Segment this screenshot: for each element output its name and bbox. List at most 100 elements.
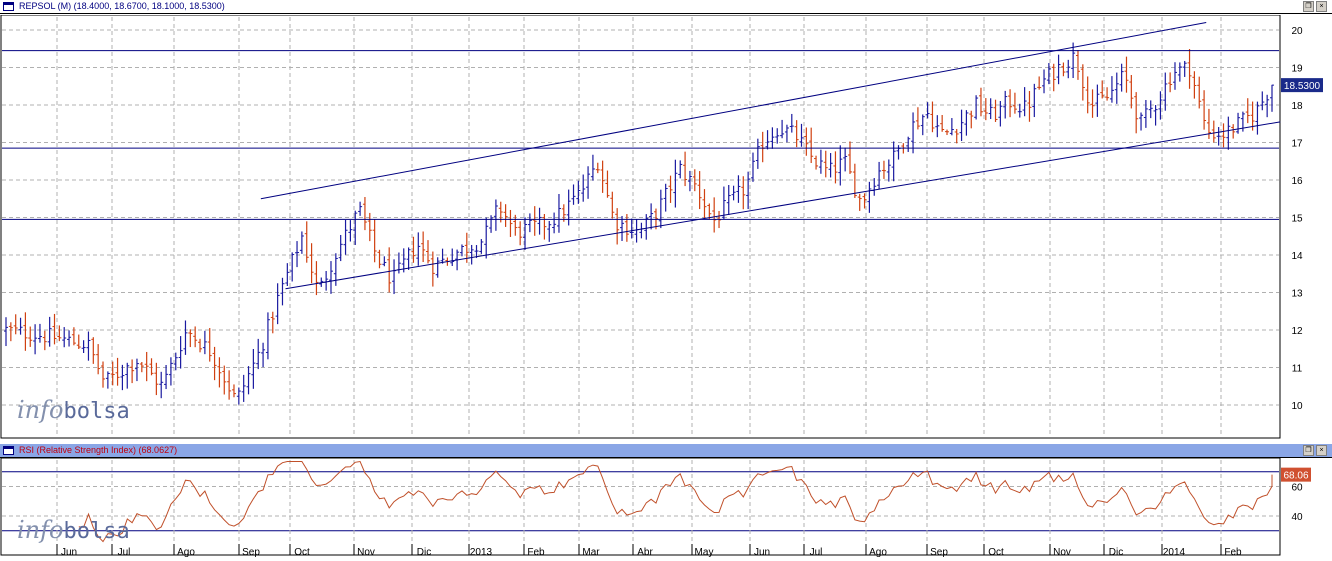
price-bar	[1109, 76, 1114, 103]
price-bar	[571, 184, 576, 205]
price-bar	[964, 110, 969, 136]
price-bar	[1095, 84, 1100, 117]
price-bar	[1114, 72, 1119, 104]
price-bar	[212, 346, 217, 381]
price-bar	[120, 364, 125, 391]
price-bar	[372, 219, 377, 263]
price-bar	[105, 371, 110, 389]
infobolsa-watermark: infobolsa	[17, 516, 130, 544]
restore-icon[interactable]: ❐	[1303, 445, 1314, 456]
price-bar	[586, 166, 591, 199]
x-axis-label: Abr	[637, 547, 653, 558]
price-y-tick: 12	[1291, 326, 1303, 337]
price-bar	[130, 359, 135, 384]
price-bar	[755, 138, 760, 169]
price-bar	[4, 317, 8, 347]
x-axis-label: Sep	[930, 547, 948, 558]
price-bar	[1124, 56, 1129, 93]
price-bar	[736, 175, 741, 203]
price-bar	[484, 217, 489, 259]
price-bar	[1168, 72, 1173, 93]
price-bar	[552, 212, 557, 234]
close-icon[interactable]: ×	[1316, 1, 1327, 12]
price-bar	[978, 87, 983, 117]
rsi-panel: RSI (Relative Strength Index) (68.0627) …	[0, 444, 1332, 561]
price-y-tick: 18	[1291, 101, 1303, 112]
price-bar	[144, 351, 149, 382]
price-bar	[969, 110, 974, 129]
price-bar	[217, 357, 222, 388]
price-bar	[110, 361, 115, 386]
price-bar	[959, 109, 964, 142]
price-bar	[265, 312, 270, 360]
price-bar	[1090, 89, 1095, 118]
price-bar	[173, 352, 178, 371]
price-bar	[1221, 123, 1226, 148]
price-bar	[227, 370, 232, 400]
price-last-label-bg	[1281, 78, 1323, 93]
price-bar	[605, 170, 610, 198]
price-bar	[750, 152, 755, 182]
price-bar	[527, 213, 532, 233]
price-title: REPSOL (M) (18.4000, 18.6700, 18.1000, 1…	[19, 1, 225, 11]
price-bar	[561, 204, 566, 222]
x-axis-label: Dic	[417, 547, 431, 558]
price-y-tick: 19	[1291, 64, 1303, 75]
price-bar	[780, 119, 785, 139]
rsi-title-bar: RSI (Relative Strength Index) (68.0627) …	[0, 444, 1332, 458]
price-bar	[663, 183, 668, 212]
price-bar	[683, 151, 688, 187]
price-bar	[915, 107, 920, 130]
price-bar	[1061, 62, 1066, 77]
price-bar	[974, 95, 979, 120]
price-y-tick: 10	[1291, 401, 1303, 412]
price-bar	[76, 334, 81, 349]
price-bar	[794, 120, 799, 148]
rsi-plot-area	[0, 458, 1281, 556]
price-bar	[911, 112, 916, 154]
price-bar	[246, 366, 251, 395]
price-bar	[547, 220, 552, 242]
price-bar	[202, 330, 207, 355]
price-bar	[1250, 101, 1255, 131]
price-bar	[328, 261, 333, 294]
price-bar	[581, 174, 586, 202]
price-bar	[270, 311, 275, 334]
price-bar	[421, 231, 426, 262]
x-axis-label: Jun	[754, 547, 770, 558]
price-bar	[1197, 76, 1202, 109]
price-bar	[595, 162, 600, 174]
price-bar	[33, 324, 38, 355]
price-bar	[295, 241, 300, 268]
price-chart[interactable]: 10 11 12 13 14 15 16 17 18 19 20 18.5300 infobolsa	[0, 15, 1332, 443]
price-bar	[1017, 103, 1022, 118]
price-bar	[96, 344, 101, 375]
close-icon[interactable]: ×	[1316, 445, 1327, 456]
price-bar	[775, 128, 780, 144]
price-bar	[906, 136, 911, 152]
price-bar	[503, 204, 508, 227]
price-bar	[799, 123, 804, 147]
rsi-last-label-bg	[1281, 467, 1311, 482]
price-bar	[1245, 98, 1250, 124]
price-bar	[1153, 104, 1158, 126]
price-bar	[1080, 64, 1085, 101]
price-bar	[818, 149, 823, 174]
price-bar	[440, 248, 445, 264]
price-bar	[358, 201, 363, 216]
price-bar	[687, 170, 692, 192]
price-bar	[600, 160, 605, 193]
price-bar	[838, 145, 843, 186]
price-bar	[1187, 49, 1192, 89]
price-bar	[338, 234, 343, 262]
restore-icon[interactable]: ❐	[1303, 1, 1314, 12]
price-bar	[1085, 76, 1090, 114]
price-bar	[556, 194, 561, 233]
price-bar	[164, 364, 169, 390]
price-bar	[139, 361, 144, 373]
price-bar	[362, 197, 367, 231]
price-bar	[387, 247, 392, 293]
price-bar	[353, 210, 358, 245]
price-bar	[814, 155, 819, 170]
